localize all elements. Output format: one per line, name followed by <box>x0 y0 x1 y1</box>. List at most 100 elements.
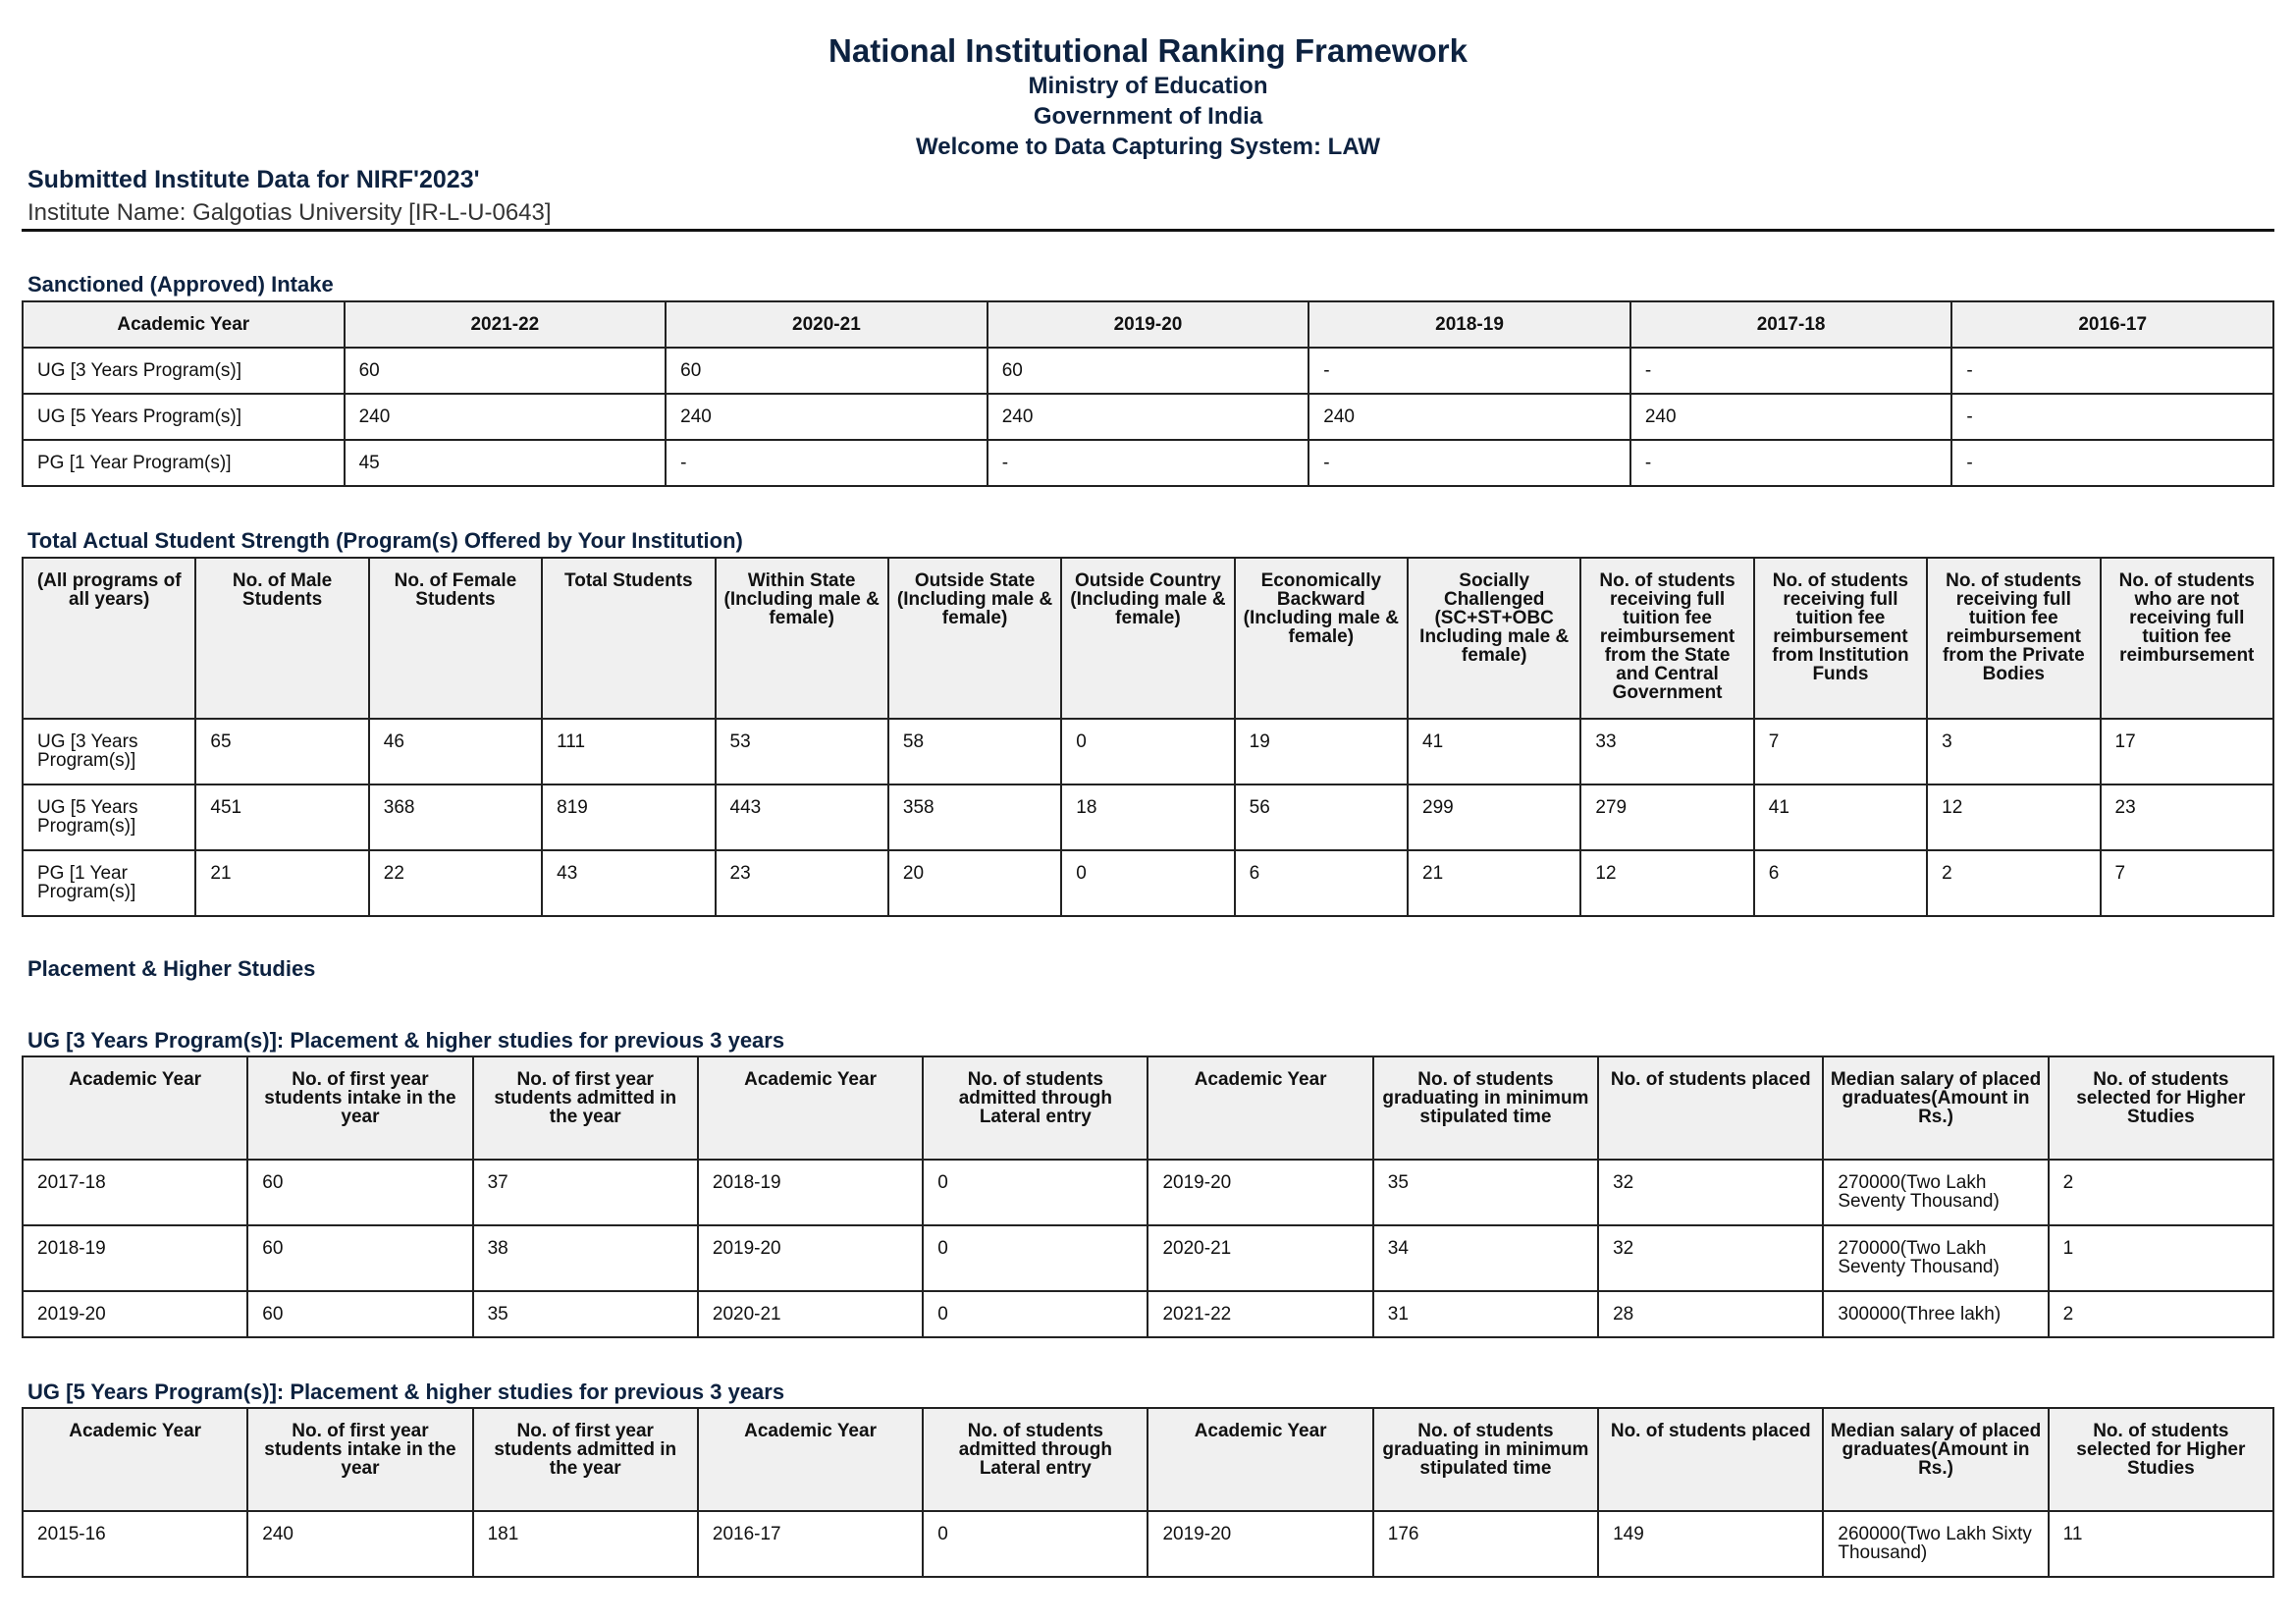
table-cell: 240 <box>246 1510 474 1578</box>
column-header: 2016-17 <box>1950 300 2274 349</box>
table-cell: 28 <box>1597 1290 1825 1338</box>
column-header: Academic Year <box>22 300 346 349</box>
table-cell: - <box>1950 439 2274 487</box>
column-header: No. of students placed <box>1597 1055 1825 1161</box>
table-cell: 2015-16 <box>21 1510 249 1578</box>
column-header: No. of students placed <box>1597 1407 1825 1512</box>
table-cell: 23 <box>714 849 889 917</box>
table-cell: UG [5 Years Program(s)] <box>22 393 346 441</box>
column-header: 2021-22 <box>343 300 667 349</box>
header-divider <box>22 229 2274 232</box>
ministry-line: Ministry of Education <box>1028 73 1268 99</box>
table-cell: 65 <box>194 718 370 785</box>
table-cell: 299 <box>1406 784 1582 851</box>
table-cell: 60 <box>246 1224 474 1292</box>
table-row: 2019-20 60 35 2020-21 0 2021-22 31 28 300000(Thr… <box>21 1290 2275 1338</box>
table-cell: 20 <box>886 849 1063 917</box>
column-header: No. of students graduating in minimum st… <box>1371 1055 1600 1161</box>
table-cell: 0 <box>922 1510 1149 1578</box>
column-header: No. of Female Students <box>367 557 544 720</box>
table-cell: - <box>1629 439 1953 487</box>
table-cell: 33 <box>1579 718 1755 785</box>
table-cell: 21 <box>1406 849 1582 917</box>
column-header: Academic Year <box>21 1407 249 1512</box>
welcome-line: Welcome to Data Capturing System: LAW <box>916 134 1380 160</box>
table-cell: 2019-20 <box>1147 1510 1374 1578</box>
strength-table: (All programs of all years) No. of Male S… <box>21 557 2274 917</box>
ug5-placement-table: Academic Year No. of first year students … <box>21 1407 2275 1578</box>
table-cell: - <box>1950 393 2274 441</box>
table-cell: 0 <box>1060 849 1236 917</box>
table-cell: 240 <box>343 393 667 441</box>
table-cell: 6 <box>1752 849 1929 917</box>
table-cell: 2021-22 <box>1147 1290 1374 1338</box>
ug3-placement-heading: UG [3 Years Program(s)]: Placement & hig… <box>27 1028 785 1053</box>
table-cell: 443 <box>714 784 889 851</box>
table-cell: 2 <box>2047 1290 2275 1338</box>
table-cell: 53 <box>714 718 889 785</box>
table-cell: PG [1 Year Program(s)] <box>21 849 197 917</box>
table-cell: 2016-17 <box>696 1510 925 1578</box>
table-row: PG [1 Year Program(s)] 45- - - - - <box>22 439 2274 487</box>
table-cell: 270000(Two Lakh Seventy Thousand) <box>1822 1159 2050 1226</box>
header-row: (All programs of all years) No. of Male S… <box>21 557 2274 720</box>
table-cell: 60 <box>343 347 667 395</box>
table-cell: 7 <box>1752 718 1929 785</box>
table-cell: 2019-20 <box>696 1224 925 1292</box>
table-cell: 451 <box>194 784 370 851</box>
column-header: No. of students receiving full tuition f… <box>1752 557 1929 720</box>
intake-table: Academic Year 2021-22 2020-21 2019-20 2018-1… <box>22 300 2274 487</box>
table-cell: 12 <box>1926 784 2102 851</box>
table-cell: 2019-20 <box>1147 1159 1374 1226</box>
table-cell: 46 <box>367 718 544 785</box>
table-cell: 181 <box>471 1510 699 1578</box>
table-cell: 32 <box>1597 1159 1825 1226</box>
column-header: Outside Country (Including male & female… <box>1060 557 1236 720</box>
table-cell: 60 <box>246 1290 474 1338</box>
table-cell: 2 <box>2047 1159 2275 1226</box>
table-cell: 35 <box>471 1290 699 1338</box>
column-header: Academic Year <box>696 1407 925 1512</box>
column-header: No. of students admitted through Lateral… <box>922 1055 1149 1161</box>
table-cell: 35 <box>1371 1159 1600 1226</box>
table-cell: 240 <box>665 393 988 441</box>
table-row: UG [3 Years Program(s)] 60 60 60- - - <box>22 347 2274 395</box>
table-row: 2017-18 60 37 2018-19 0 2019-20 35 32 270000(Two… <box>21 1159 2275 1226</box>
table-cell: 60 <box>665 347 988 395</box>
table-cell: 819 <box>541 784 717 851</box>
table-cell: 45 <box>343 439 667 487</box>
column-header: Academic Year <box>696 1055 925 1161</box>
table-cell: 6 <box>1233 849 1410 917</box>
table-cell: 0 <box>1060 718 1236 785</box>
header-row: Academic Year No. of first year students … <box>21 1407 2275 1512</box>
table-cell: - <box>1308 439 1631 487</box>
ug5-placement-heading: UG [5 Years Program(s)]: Placement & hig… <box>27 1380 785 1404</box>
table-cell: 21 <box>194 849 370 917</box>
column-header: 2019-20 <box>986 300 1310 349</box>
table-cell: 111 <box>541 718 717 785</box>
table-cell: 1 <box>2047 1224 2275 1292</box>
table-cell: 11 <box>2047 1510 2275 1578</box>
table-row: PG [1 Year Program(s)] 21 22 43 23 20 0 6 21 12 6 2… <box>21 849 2274 917</box>
column-header: Academic Year <box>1147 1407 1374 1512</box>
table-cell: 176 <box>1371 1510 1600 1578</box>
column-header: Within State (Including male & female) <box>714 557 889 720</box>
table-cell: 60 <box>246 1159 474 1226</box>
table-cell: 58 <box>886 718 1063 785</box>
table-cell: 2 <box>1926 849 2102 917</box>
header-row: Academic Year 2021-22 2020-21 2019-20 2018-1… <box>22 300 2274 349</box>
column-header: Academic Year <box>1147 1055 1374 1161</box>
table-cell: 2020-21 <box>1147 1224 1374 1292</box>
column-header: Academic Year <box>21 1055 249 1161</box>
table-cell: 31 <box>1371 1290 1600 1338</box>
table-cell: 38 <box>471 1224 699 1292</box>
submitted-heading: Submitted Institute Data for NIRF'2023' <box>27 166 480 193</box>
table-cell: - <box>1308 347 1631 395</box>
column-header: No. of students selected for Higher Stud… <box>2047 1055 2275 1161</box>
table-cell: 368 <box>367 784 544 851</box>
government-line: Government of India <box>1033 103 1263 130</box>
table-cell: 22 <box>367 849 544 917</box>
column-header: No. of Male Students <box>194 557 370 720</box>
column-header: Median salary of placed graduates(Amount… <box>1822 1407 2050 1512</box>
column-header: No. of students graduating in minimum st… <box>1371 1407 1600 1512</box>
